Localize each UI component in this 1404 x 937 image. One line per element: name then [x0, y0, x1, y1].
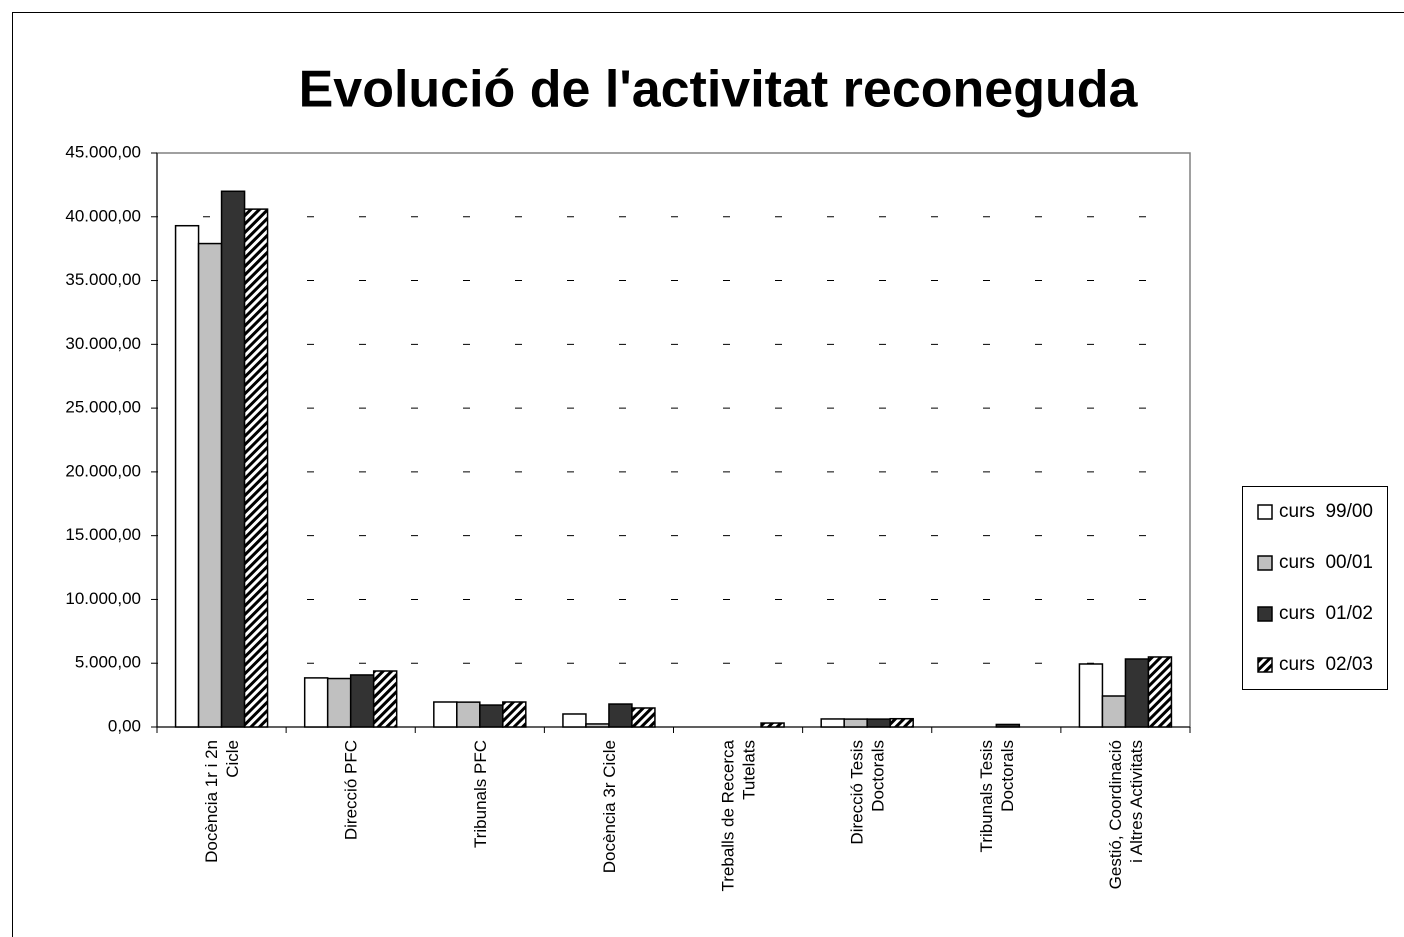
y-tick-label: 15.000,00 [65, 525, 141, 544]
x-tick-label: Docència 1r i 2n Cicle [202, 740, 242, 863]
bar [174, 224, 200, 728]
bar [1124, 658, 1150, 728]
x-tick-label: Docència 3r Cicle [600, 740, 619, 873]
x-tick-label: Direcció Tesis Doctorals [848, 740, 888, 845]
bar [1078, 663, 1104, 728]
bar [326, 677, 352, 728]
bar [866, 718, 891, 728]
y-tick-label: 10.000,00 [65, 589, 141, 608]
bar [760, 722, 785, 728]
x-tick-label: Tribunals PFC [471, 740, 490, 848]
y-tick-label: 25.000,00 [65, 398, 141, 417]
legend-swatch [1257, 555, 1273, 571]
y-tick-label: 5.000,00 [75, 653, 141, 672]
y-tick-label: 20.000,00 [65, 461, 141, 480]
x-tick-label: Gestió, Coordinació i Altres Activitats [1106, 740, 1146, 889]
bar [1147, 656, 1173, 728]
chart-title: Evolució de l'activitat reconeguda [299, 61, 1139, 119]
bar [889, 717, 914, 728]
bar [243, 208, 269, 728]
legend-label: curs 01/02 [1279, 603, 1373, 624]
bar [995, 723, 1021, 728]
x-tick-label: Direcció PFC [342, 740, 361, 840]
legend-swatch [1257, 657, 1273, 673]
y-tick-label: 45.000,00 [65, 142, 141, 161]
bar [562, 713, 587, 728]
legend-swatch [1257, 504, 1273, 520]
bar [433, 701, 458, 728]
x-tick-label: Tribunals Tesis Doctorals [977, 740, 1017, 852]
bar [631, 707, 656, 728]
legend-label: curs 02/03 [1279, 654, 1373, 675]
bar [303, 677, 329, 728]
bar [197, 242, 223, 728]
x-tick-label: Treballs de Recerca Tutelats [719, 739, 759, 891]
bar [1101, 695, 1127, 728]
bar [820, 718, 845, 728]
bar [843, 718, 868, 728]
bar [585, 723, 610, 728]
y-tick-label: 40.000,00 [65, 206, 141, 225]
bar [608, 703, 633, 728]
bar [456, 701, 481, 728]
bar [349, 674, 375, 728]
legend-label: curs 99/00 [1279, 501, 1373, 522]
y-tick-label: 30.000,00 [65, 334, 141, 353]
bar [502, 701, 527, 728]
legend [1242, 486, 1388, 690]
bar [220, 190, 246, 728]
bar [479, 704, 504, 728]
plot-area [156, 152, 1191, 728]
frame [12, 12, 1404, 937]
y-tick-label: 0,00 [108, 716, 141, 735]
legend-label: curs 00/01 [1279, 552, 1373, 573]
y-tick-label: 35.000,00 [65, 270, 141, 289]
legend-swatch [1257, 606, 1273, 622]
bar [372, 670, 398, 728]
